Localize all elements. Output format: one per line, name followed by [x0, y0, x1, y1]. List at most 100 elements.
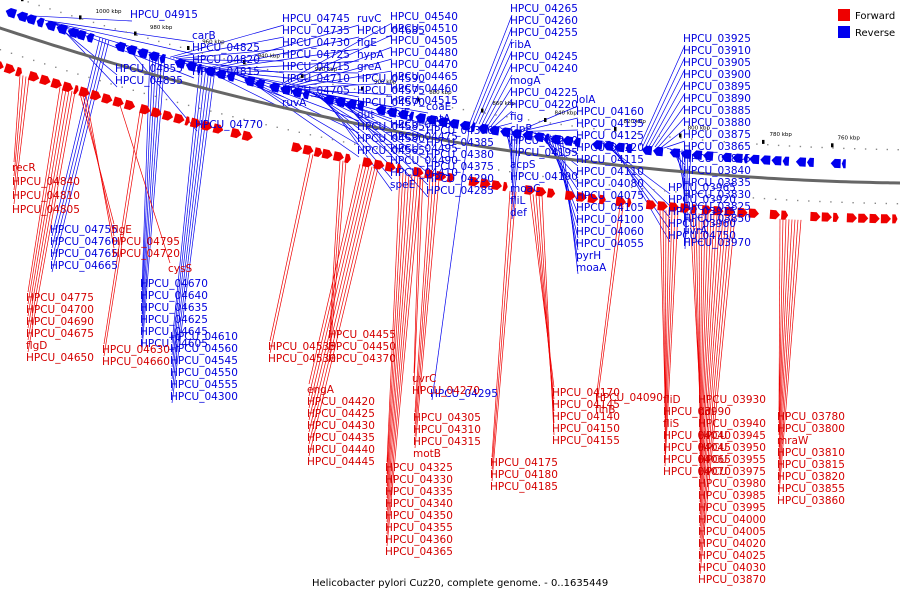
reverse-label-connector: [684, 150, 692, 250]
gene-label: HPCU_04495: [390, 143, 458, 155]
reverse-label-connector: [141, 52, 154, 303]
track-dot: [874, 202, 876, 204]
track-dot: [10, 52, 13, 54]
gene-label: HPCU_04315: [413, 436, 481, 448]
track-dot: [763, 197, 766, 200]
reverse-label-connector: [221, 70, 360, 74]
reverse-label-connector: [141, 51, 151, 291]
gene-label: HPCU_04755: [50, 224, 118, 236]
gene-label: HPCU_04185: [490, 481, 558, 493]
gene-label: HPCU_04775: [26, 292, 94, 304]
forward-gene-arrow: [832, 212, 839, 222]
track-dot: [223, 58, 225, 60]
reverse-label-connector: [172, 36, 285, 59]
gene-label: HPCU_04110: [576, 166, 644, 178]
gene-label: HPCU_04385: [426, 137, 494, 149]
kbp-tick-label: 1000 kbp: [96, 9, 122, 15]
track-dot: [560, 123, 562, 126]
track-dot: [66, 70, 68, 72]
gene-label: HPCU_04510: [390, 23, 458, 35]
forward-gene-arrow: [846, 213, 857, 223]
reverse-label-connector: [481, 62, 513, 125]
genome-caption: Helicobacter pylori Cuz20, complete geno…: [312, 578, 608, 589]
reverse-label-connector: [469, 14, 513, 123]
reverse-label-connector: [493, 110, 513, 127]
track-dot: [641, 187, 644, 190]
forward-label-connector: [103, 110, 141, 345]
reverse-label-connector: [175, 48, 285, 60]
reverse-label-connector: [522, 117, 579, 132]
gene-label: HPCU_04340: [385, 498, 453, 510]
reverse-gene-arrow: [386, 107, 398, 118]
forward-label-connector: [386, 175, 419, 535]
gene-label: gatA: [426, 113, 451, 125]
gene-label: HPCU_03900: [683, 69, 751, 81]
forward-gene-arrow: [161, 110, 174, 121]
gene-label: HPCU_04465: [390, 71, 458, 83]
reverse-gene-arrow: [197, 63, 203, 74]
kbp-tick-label: 840 kbp: [555, 110, 578, 116]
reverse-gene-arrow: [86, 33, 95, 43]
gene-label: HPCU_04090: [595, 392, 663, 404]
gene-label: lolA: [576, 94, 596, 106]
track-dot: [553, 177, 555, 179]
gene-label: carB: [192, 30, 216, 42]
gene-label: HPCU_04840: [12, 176, 80, 188]
forward-label-connector: [699, 214, 721, 515]
gene-label: HPCU_04255: [510, 27, 578, 39]
legend-reverse-swatch: [838, 26, 850, 38]
gene-label: HPCU_04725: [282, 49, 350, 61]
gene-label: fig: [510, 111, 523, 123]
track-dot: [376, 148, 378, 150]
track-dot: [187, 104, 190, 107]
forward-gene-arrow: [373, 159, 385, 170]
gene-label: HPCU_03930: [698, 394, 766, 406]
track-dot: [788, 145, 791, 147]
forward-gene-arrow: [362, 157, 373, 168]
track-dot: [712, 140, 715, 142]
gene-label: HPCU_04810: [12, 190, 80, 202]
gene-label: HPCU_04545: [170, 355, 238, 367]
gene-label: HPCU_04180: [490, 469, 558, 481]
gene-label: HPCU_03965: [668, 182, 736, 194]
track-dot: [586, 181, 588, 183]
gene-label: HPCU_04355: [385, 522, 453, 534]
gene-label: HPCU_04225: [510, 87, 578, 99]
track-dot: [542, 175, 544, 178]
gene-label: HPCU_04805: [12, 204, 80, 216]
track-dot: [288, 74, 291, 76]
gene-label: pyrH: [576, 250, 601, 262]
gene-label: HPCU_03850: [683, 213, 751, 225]
forward-label-connector: [699, 215, 724, 527]
track-dot: [0, 49, 2, 51]
reverse-label-connector: [288, 58, 393, 88]
gene-label: HPCU_04195: [510, 147, 578, 159]
gene-label: HPCU_03860: [777, 495, 845, 507]
reverse-label-connector: [291, 70, 393, 88]
tick-dots: [0, 1, 899, 205]
track-dot: [799, 145, 802, 148]
track-dot: [88, 76, 90, 79]
track-dot: [27, 1, 29, 3]
track-dot: [245, 63, 247, 65]
gene-label: HPCU_04605: [140, 338, 208, 350]
forward-label-connector: [664, 210, 670, 431]
gene-label: HPCU_03830: [683, 189, 751, 201]
reverse-gene-arrow: [291, 87, 303, 98]
reverse-gene-arrow: [522, 130, 533, 141]
reverse-gene-arrow: [408, 111, 415, 121]
forward-gene-arrow: [435, 171, 447, 181]
gene-label: ddl: [698, 406, 714, 418]
gene-label: HPCU_04445: [307, 456, 375, 468]
gene-label: HPCU_04635: [140, 302, 208, 314]
legend-forward-swatch: [838, 9, 850, 21]
gene-label: HPCU_04455: [328, 329, 396, 341]
kbp-tick-mark: [134, 31, 137, 36]
reverse-gene-arrow: [533, 132, 545, 143]
kbp-tick-mark: [481, 108, 484, 113]
gene-label: HPCU_04000: [698, 514, 766, 526]
reverse-label-connector: [525, 129, 579, 132]
track-dot: [397, 97, 399, 99]
track-dot: [265, 124, 267, 126]
forward-label-connector: [778, 219, 799, 484]
